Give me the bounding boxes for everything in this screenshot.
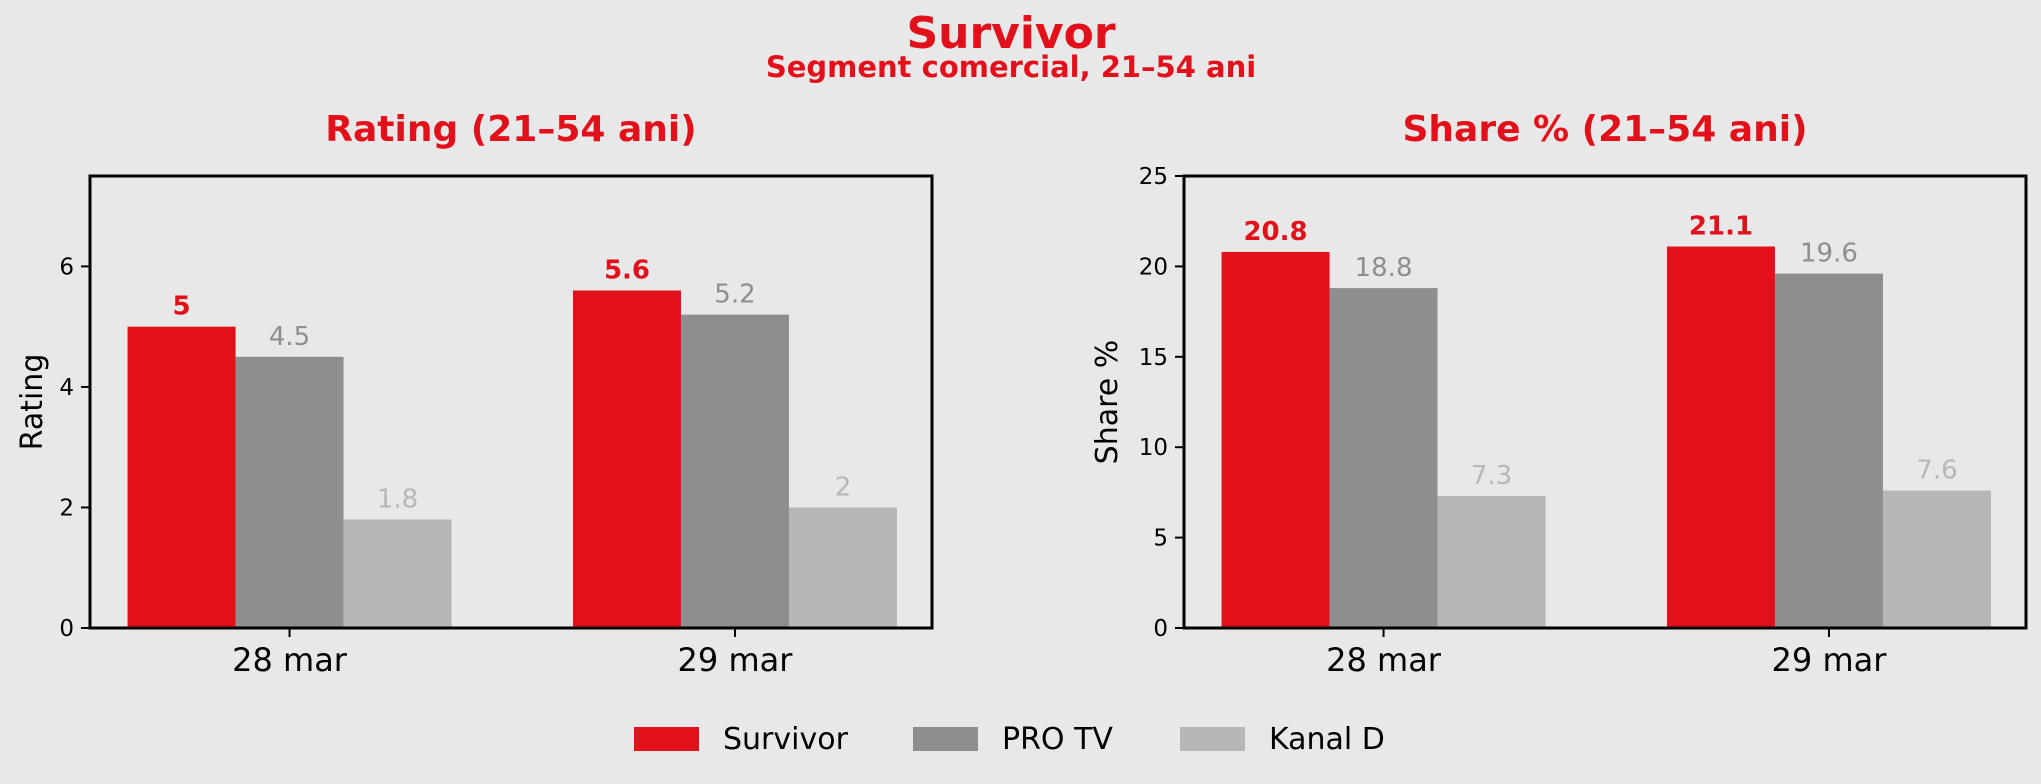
y-tick-label: 10: [1139, 435, 1168, 461]
y-tick-label: 0: [1153, 616, 1168, 642]
legend-swatch-pro-tv: [913, 727, 978, 751]
data-label: 4.5: [269, 322, 310, 352]
y-axis-label: Share %: [1090, 340, 1125, 465]
data-label: 5: [173, 292, 191, 322]
plot-frame: [1182, 174, 2028, 630]
data-label: 5.6: [604, 256, 650, 286]
data-label: 19.6: [1800, 239, 1858, 269]
data-label: 2: [835, 472, 852, 502]
plot-frame: [88, 174, 934, 630]
data-label: 7.3: [1471, 461, 1512, 491]
y-tick-label: 20: [1139, 254, 1168, 280]
legend-label-survivor: Survivor: [723, 722, 849, 757]
x-tick-label: 29 mar: [678, 641, 794, 679]
y-tick-label: 5: [1153, 526, 1168, 552]
data-label: 5.2: [714, 280, 755, 310]
bar-kanal-d-28-mar: [343, 519, 452, 628]
x-tick-label: 29 mar: [1772, 641, 1888, 679]
figure-subtitle: Segment comercial, 21–54 ani: [766, 50, 1256, 84]
y-tick-label: 15: [1139, 345, 1168, 371]
share-chart: Share % (21–54 ani) Share % 20.8 18.8 7.3 28 …: [1090, 109, 2028, 679]
bar-survivor-28-mar: [1221, 251, 1330, 628]
bar-survivor-29-mar: [1666, 246, 1775, 628]
bar-kanal-d-28-mar: [1437, 496, 1546, 628]
data-label: 7.6: [1916, 456, 1957, 486]
data-label: 18.8: [1355, 253, 1413, 283]
legend-label-kanal-d: Kanal D: [1269, 722, 1385, 757]
y-tick-label: 0: [59, 616, 74, 642]
bar-pro-tv-29-mar: [680, 314, 789, 628]
legend-swatch-survivor: [634, 727, 699, 751]
chart-title: Rating (21–54 ani): [325, 109, 696, 150]
bar-survivor-29-mar: [572, 290, 681, 628]
data-label: 1.8: [377, 485, 418, 515]
legend: Survivor PRO TV Kanal D: [634, 722, 1385, 757]
bar-survivor-28-mar: [127, 326, 236, 628]
bar-kanal-d-29-mar: [788, 507, 897, 628]
bar-pro-tv-28-mar: [1329, 288, 1438, 628]
x-tick-label: 28 mar: [1326, 641, 1442, 679]
x-tick-label: 28 mar: [232, 641, 348, 679]
figure-title: Survivor: [906, 8, 1115, 59]
chart-title: Share % (21–54 ani): [1402, 109, 1807, 150]
bar-pro-tv-29-mar: [1774, 273, 1883, 628]
legend-label-pro-tv: PRO TV: [1002, 722, 1113, 757]
y-axis-label: Rating: [15, 354, 50, 451]
data-label: 21.1: [1689, 212, 1753, 242]
bar-pro-tv-28-mar: [235, 356, 344, 628]
data-label: 20.8: [1243, 217, 1307, 247]
y-tick-label: 6: [59, 254, 74, 280]
legend-swatch-kanal-d: [1180, 727, 1245, 751]
y-tick-label: 2: [59, 495, 74, 521]
y-tick-label: 4: [59, 375, 74, 401]
rating-chart: Rating (21–54 ani) Rating 5 4.5 1.8 28 mar 5.6…: [15, 109, 934, 679]
bar-kanal-d-29-mar: [1882, 490, 1991, 628]
y-tick-label: 25: [1139, 164, 1168, 190]
